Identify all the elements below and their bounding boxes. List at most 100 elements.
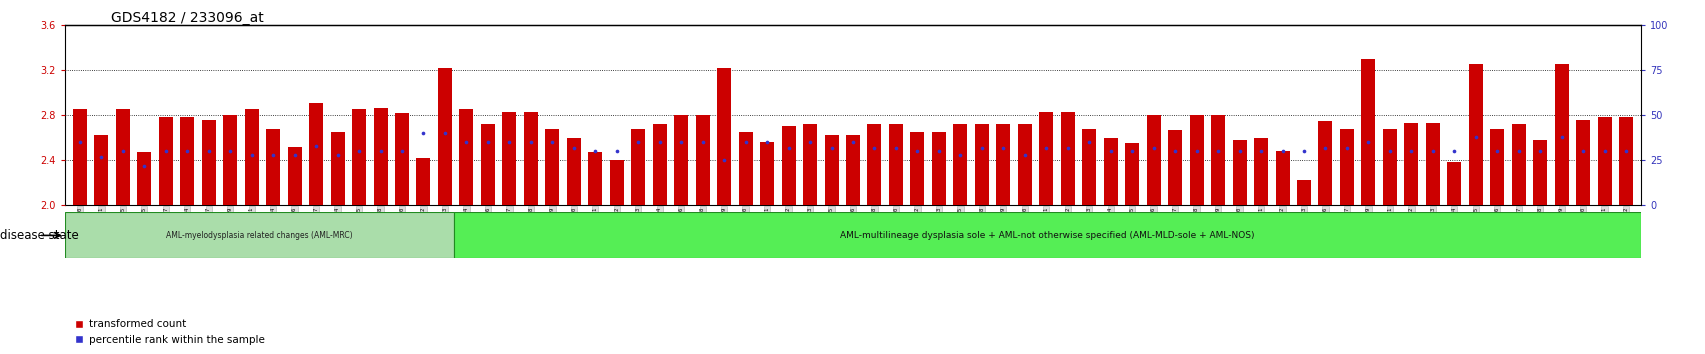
Bar <box>373 108 387 205</box>
Bar <box>1188 115 1204 205</box>
Point <box>1569 148 1596 154</box>
Point <box>539 139 566 145</box>
Point <box>1054 145 1081 150</box>
Bar <box>1361 59 1374 205</box>
Point <box>344 148 372 154</box>
Point <box>881 145 909 150</box>
Bar <box>244 109 259 205</box>
Point <box>817 145 844 150</box>
Point <box>1354 139 1381 145</box>
Point <box>239 152 266 158</box>
Bar <box>1296 181 1309 205</box>
Point <box>1461 134 1488 139</box>
Point <box>796 139 824 145</box>
Point <box>1118 148 1146 154</box>
Bar <box>1383 129 1396 205</box>
Point <box>904 148 931 154</box>
Bar <box>1618 117 1632 205</box>
Bar <box>1146 115 1159 205</box>
Point <box>194 148 222 154</box>
Bar <box>974 124 989 205</box>
Point <box>302 143 329 149</box>
Bar <box>116 109 130 205</box>
Bar <box>738 132 752 205</box>
Point <box>1246 148 1274 154</box>
Point <box>1182 148 1209 154</box>
Point <box>1439 148 1466 154</box>
Point <box>968 145 996 150</box>
Bar <box>1468 64 1482 205</box>
Bar <box>94 135 107 205</box>
Bar <box>696 115 709 205</box>
Bar <box>1275 151 1289 205</box>
Bar <box>996 124 1009 205</box>
Point <box>624 139 651 145</box>
Point <box>559 145 587 150</box>
Bar <box>438 68 452 205</box>
Point <box>774 145 801 150</box>
Text: AML-multilineage dysplasia sole + AML-not otherwise specified (AML-MLD-sole + AM: AML-multilineage dysplasia sole + AML-no… <box>839 231 1253 240</box>
Text: GDS4182 / 233096_at: GDS4182 / 233096_at <box>111 11 264 25</box>
Bar <box>1168 130 1182 205</box>
Bar <box>1533 140 1546 205</box>
Point <box>1096 148 1124 154</box>
Point <box>1611 148 1639 154</box>
Bar <box>266 129 280 205</box>
Bar <box>716 68 731 205</box>
Bar <box>1103 138 1117 205</box>
Bar <box>953 124 967 205</box>
Point <box>1333 145 1361 150</box>
Point <box>689 139 716 145</box>
Bar <box>1318 121 1332 205</box>
Point <box>174 148 201 154</box>
Bar <box>588 152 602 205</box>
Point <box>1011 152 1038 158</box>
Point <box>1269 148 1296 154</box>
Bar <box>351 109 367 205</box>
Bar <box>1403 123 1417 205</box>
Bar <box>1211 115 1224 205</box>
Point <box>409 130 436 136</box>
Point <box>1376 148 1403 154</box>
Point <box>1419 148 1446 154</box>
Point <box>217 148 244 154</box>
Bar <box>136 152 152 205</box>
Bar <box>673 115 687 205</box>
Bar <box>781 126 795 205</box>
Point <box>604 148 631 154</box>
Bar <box>1425 123 1439 205</box>
Bar <box>223 115 237 205</box>
Point <box>1483 148 1511 154</box>
Bar <box>824 135 839 205</box>
Point <box>946 152 974 158</box>
Text: AML-myelodysplasia related changes (AML-MRC): AML-myelodysplasia related changes (AML-… <box>165 231 353 240</box>
Point <box>1396 148 1424 154</box>
Point <box>581 148 609 154</box>
Bar <box>331 132 344 205</box>
Point <box>989 145 1016 150</box>
Point <box>324 152 351 158</box>
Bar <box>201 120 215 205</box>
Point <box>667 139 694 145</box>
Point <box>731 139 759 145</box>
Point <box>1226 148 1253 154</box>
Bar <box>159 117 172 205</box>
Point <box>1074 139 1101 145</box>
Point <box>1546 134 1574 139</box>
Bar <box>181 117 194 205</box>
Point <box>517 139 544 145</box>
Point <box>1504 148 1531 154</box>
Point <box>87 154 114 159</box>
Legend: transformed count, percentile rank within the sample: transformed count, percentile rank withi… <box>70 315 269 349</box>
Point <box>1526 148 1553 154</box>
Bar <box>760 142 774 205</box>
Point <box>754 139 781 145</box>
Bar <box>803 124 817 205</box>
Bar <box>523 112 537 205</box>
Bar <box>1253 138 1267 205</box>
Bar <box>1338 129 1354 205</box>
Bar <box>1598 117 1611 205</box>
Bar <box>546 129 559 205</box>
Point <box>452 139 479 145</box>
Point <box>839 139 866 145</box>
